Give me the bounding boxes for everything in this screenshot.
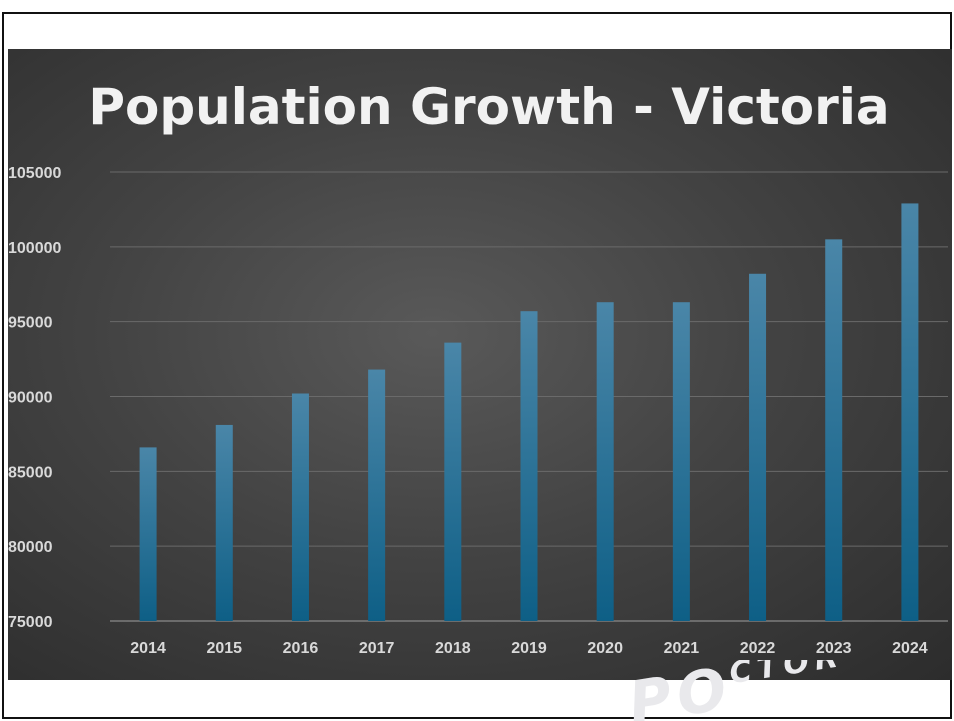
chart-title: Population Growth - Victoria: [88, 78, 889, 136]
x-tick-label: 2020: [587, 640, 623, 657]
bar-2016: [291, 393, 309, 621]
bar-2024: [901, 203, 919, 621]
bar-2017: [368, 369, 386, 621]
x-tick-label: 2018: [435, 640, 471, 657]
y-tick-label: 75000: [8, 614, 53, 631]
bar-2019: [520, 311, 538, 621]
bar-2022: [749, 273, 767, 621]
y-axis-ticks: 75000 80000 85000 90000 95000 100000 105000: [8, 165, 61, 631]
x-tick-label: 2017: [359, 640, 395, 657]
y-tick-label: 105000: [8, 165, 61, 182]
x-tick-label: 2016: [283, 640, 319, 657]
bar-2021: [672, 302, 690, 621]
x-tick-label: 2024: [892, 640, 928, 657]
bar-2018: [444, 342, 462, 621]
x-tick-label: 2021: [664, 640, 700, 657]
x-axis-ticks: 2014 2015 2016 2017 2018 2019 2020 2021 2022 2023…: [130, 640, 928, 657]
y-tick-label: 90000: [8, 390, 53, 407]
bars: [139, 203, 919, 621]
bar-2015: [215, 424, 233, 621]
chart-panel: Population Growth - Victoria 75000 80000 8…: [8, 49, 952, 680]
y-tick-label: 95000: [8, 315, 53, 332]
x-tick-label: 2014: [130, 640, 166, 657]
x-tick-label: 2019: [511, 640, 547, 657]
bar-chart: Population Growth - Victoria 75000 80000 8…: [8, 78, 948, 657]
bar-2014: [139, 447, 157, 621]
y-tick-label: 85000: [8, 464, 53, 481]
x-tick-label: 2023: [816, 640, 852, 657]
y-tick-label: 80000: [8, 539, 53, 556]
x-tick-label: 2022: [740, 640, 776, 657]
y-tick-label: 100000: [8, 240, 61, 257]
gridlines: [110, 171, 948, 622]
bar-2023: [825, 239, 843, 621]
x-tick-label: 2015: [206, 640, 242, 657]
bar-2020: [596, 302, 614, 621]
